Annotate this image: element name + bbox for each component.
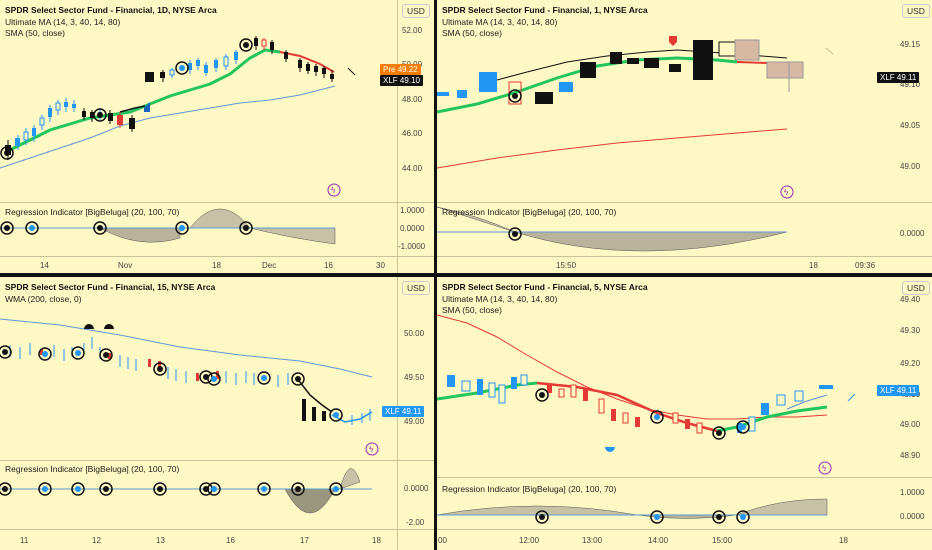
price-tick: 52.00 <box>402 26 423 35</box>
last-price: 49.11 <box>401 407 422 416</box>
time-tick: 14:00 <box>648 536 669 545</box>
last-price-tag: XLF 49.11 <box>877 385 920 396</box>
time-tick: 15:50 <box>556 261 577 270</box>
symbol-label: XLF <box>880 386 895 395</box>
indicator-tick: 1.0000 <box>400 206 425 215</box>
svg-text:ϟ: ϟ <box>331 186 336 195</box>
price-chart-1d[interactable]: ϟ <box>0 0 398 256</box>
indicator-tick: 1.0000 <box>900 488 925 497</box>
price-chart-5m[interactable]: ϟ <box>437 277 877 529</box>
pane-title: SPDR Select Sector Fund - Financial, 1D,… <box>5 5 217 15</box>
indicator-tick: 0.0000 <box>900 512 925 521</box>
time-tick: 16 <box>324 261 333 270</box>
last-price-tag: XLF 49.11 <box>382 406 425 417</box>
pane-title: SPDR Select Sector Fund - Financial, 15,… <box>5 282 216 292</box>
indicator-legend-ultimate-ma[interactable]: Ultimate MA (14, 3, 40, 14, 80) <box>442 294 558 304</box>
indicator-legend-regression[interactable]: Regression Indicator [BigBeluga] (20, 10… <box>442 207 617 217</box>
time-tick: 16 <box>226 536 235 545</box>
pane-title: SPDR Select Sector Fund - Financial, 5, … <box>442 282 648 292</box>
indicator-tick: 0.0000 <box>400 224 425 233</box>
time-tick: 13:00 <box>582 536 603 545</box>
price-tick: 49.00 <box>900 162 921 171</box>
indicator-tick: -2.00 <box>406 518 425 527</box>
indicator-legend-sma[interactable]: SMA (50, close) <box>442 305 502 315</box>
time-tick: 18 <box>212 261 221 270</box>
indicator-tick: 0.0000 <box>404 484 429 493</box>
last-price-tag: XLF 49.11 <box>877 72 920 83</box>
time-tick: 09:36 <box>855 261 876 270</box>
price-tick: 49.15 <box>900 40 921 49</box>
symbol-label: XLF <box>880 73 895 82</box>
indicator-tick: 0.0000 <box>900 229 925 238</box>
svg-text:ϟ: ϟ <box>369 445 374 454</box>
symbol-label: XLF <box>385 407 400 416</box>
price-tick: 49.50 <box>404 373 425 382</box>
price-tick: 49.10 <box>900 80 921 89</box>
pane-title: SPDR Select Sector Fund - Financial, 1, … <box>442 5 648 15</box>
price-chart-1m[interactable]: ϟ <box>437 0 877 256</box>
time-tick: 18 <box>372 536 381 545</box>
time-tick: 18 <box>809 261 818 270</box>
time-tick: 11 <box>20 536 29 545</box>
price-tick: 44.00 <box>402 164 423 173</box>
indicator-legend-sma[interactable]: SMA (50, close) <box>5 28 65 38</box>
currency-button[interactable]: USD <box>402 4 430 18</box>
chart-pane-5m[interactable]: SPDR Select Sector Fund - Financial, 5, … <box>437 277 932 550</box>
pre-price: 49.22 <box>397 65 418 74</box>
price-chart-15m[interactable]: ϟ <box>0 277 398 529</box>
svg-text:ϟ: ϟ <box>784 188 789 197</box>
price-tick: 46.00 <box>402 129 423 138</box>
price-tick: 49.20 <box>900 359 921 368</box>
pane-divider-horizontal[interactable] <box>0 273 932 277</box>
chart-pane-15m[interactable]: SPDR Select Sector Fund - Financial, 15,… <box>0 277 434 550</box>
indicator-legend-regression[interactable]: Regression Indicator [BigBeluga] (20, 10… <box>5 207 180 217</box>
currency-button[interactable]: USD <box>402 281 430 295</box>
pre-market-price-tag: Pre 49.22 <box>380 64 421 75</box>
indicator-legend-wma[interactable]: WMA (200, close, 0) <box>5 294 82 304</box>
indicator-legend-ultimate-ma[interactable]: Ultimate MA (14, 3, 40, 14, 80) <box>5 17 121 27</box>
time-tick: 15:00 <box>712 536 733 545</box>
time-tick: 14 <box>40 261 49 270</box>
indicator-legend-regression[interactable]: Regression Indicator [BigBeluga] (20, 10… <box>442 484 617 494</box>
time-tick: 13 <box>156 536 165 545</box>
symbol-label: XLF <box>383 76 398 85</box>
indicator-legend-regression[interactable]: Regression Indicator [BigBeluga] (20, 10… <box>5 464 180 474</box>
last-price-tag: XLF 49.10 <box>380 75 423 86</box>
time-tick: Nov <box>118 261 133 270</box>
price-tick: 49.00 <box>900 420 921 429</box>
indicator-tick: -1.0000 <box>398 242 426 251</box>
last-price: 49.11 <box>896 73 917 82</box>
price-tick: 49.30 <box>900 326 921 335</box>
time-tick: 17 <box>300 536 309 545</box>
price-tick: 48.00 <box>402 95 423 104</box>
time-tick: 12:00 <box>519 536 540 545</box>
time-tick: 00 <box>438 536 447 545</box>
time-tick: 30 <box>376 261 385 270</box>
svg-text:ϟ: ϟ <box>822 464 827 473</box>
currency-button[interactable]: USD <box>902 4 930 18</box>
last-price: 49.10 <box>399 76 420 85</box>
time-tick: 12 <box>92 536 101 545</box>
price-tick: 49.00 <box>404 417 425 426</box>
price-tick: 50.00 <box>404 329 425 338</box>
indicator-legend-ultimate-ma[interactable]: Ultimate MA (14, 3, 40, 14, 80) <box>442 17 558 27</box>
price-tick: 49.40 <box>900 295 921 304</box>
time-tick: 18 <box>839 536 848 545</box>
chart-pane-1m[interactable]: SPDR Select Sector Fund - Financial, 1, … <box>437 0 932 273</box>
pre-label: Pre <box>383 65 396 74</box>
time-tick: Dec <box>262 261 277 270</box>
indicator-legend-sma[interactable]: SMA (50, close) <box>442 28 502 38</box>
chart-pane-1d[interactable]: SPDR Select Sector Fund - Financial, 1D,… <box>0 0 434 273</box>
price-tick: 49.05 <box>900 121 921 130</box>
price-tick: 48.90 <box>900 451 921 460</box>
currency-button[interactable]: USD <box>902 281 930 295</box>
last-price: 49.11 <box>896 386 917 395</box>
